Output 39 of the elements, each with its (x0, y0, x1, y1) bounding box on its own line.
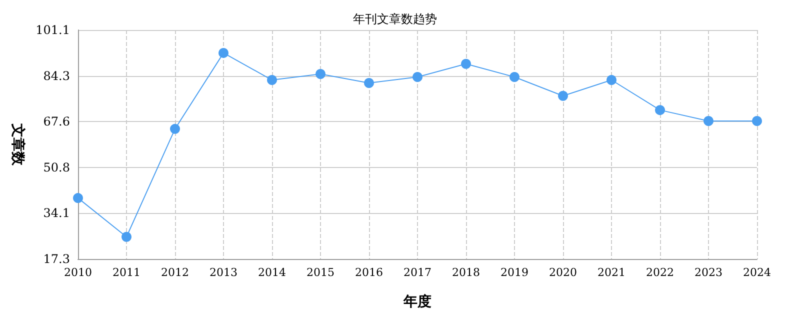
x-tick-label: 2022 (646, 266, 674, 279)
x-tick-label: 2019 (500, 266, 528, 279)
x-tick-label: 2014 (258, 266, 286, 279)
point (704, 116, 714, 126)
x-tick-label: 2021 (598, 266, 626, 279)
x-tick-label: 2023 (694, 266, 722, 279)
point (606, 75, 616, 86)
y-tick-label: 34.1 (43, 206, 70, 220)
x-tick-label: 2016 (355, 266, 383, 279)
y-tick-label: 84.3 (43, 68, 70, 83)
point (412, 72, 422, 82)
x-tick-label: 2011 (112, 266, 140, 279)
x-tick-label: 2018 (452, 266, 480, 279)
point (218, 48, 228, 58)
point (316, 69, 326, 79)
y-tick-label: 67.6 (43, 114, 70, 129)
point (510, 72, 520, 82)
point (364, 78, 374, 88)
point (752, 116, 762, 126)
point (558, 90, 568, 101)
point (655, 105, 665, 116)
y-tick-label: 17.3 (43, 252, 70, 266)
x-tick-label: 2015 (306, 266, 334, 279)
x-tick-label: 2020 (549, 266, 577, 279)
x-tick-label: 2013 (210, 266, 238, 279)
y-tick-label: 101.1 (36, 23, 70, 37)
x-tick-label: 2024 (743, 266, 771, 279)
x-axis-title: 年度 (402, 293, 432, 310)
y-tick-label: 50.8 (43, 160, 70, 174)
point (267, 75, 277, 86)
point (461, 58, 471, 69)
x-tick-label: 2012 (161, 266, 189, 279)
point (170, 124, 180, 134)
chart-title: 年刊文章数趋势 (353, 12, 437, 26)
point (73, 193, 83, 204)
point (122, 232, 132, 242)
x-tick-label: 2010 (64, 266, 92, 279)
x-tick-label: 2017 (404, 266, 432, 279)
y-axis-title: 文章数 (10, 122, 27, 166)
